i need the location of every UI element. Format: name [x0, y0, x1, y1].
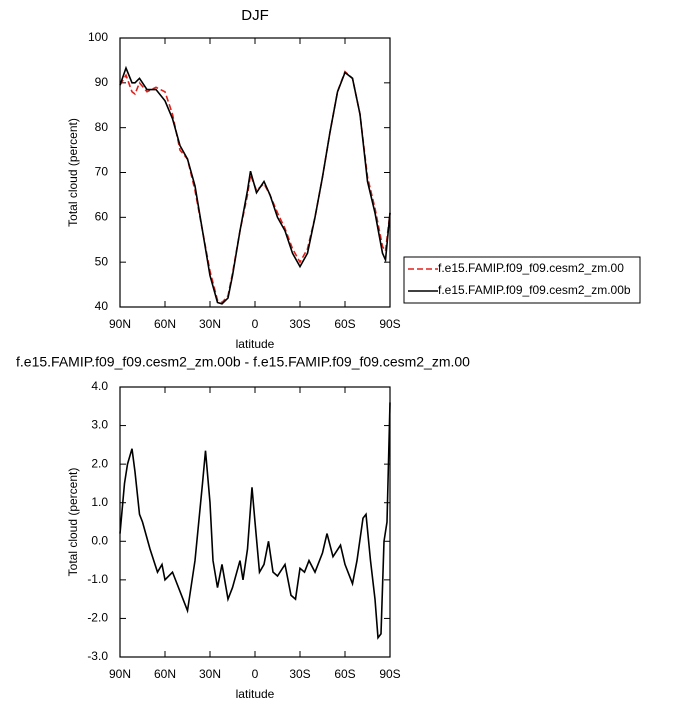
y-tick-label: 50 — [95, 254, 109, 268]
y-tick-label: 2.0 — [91, 456, 108, 470]
y-tick-label: 3.0 — [91, 418, 108, 432]
x-tick-label: 30S — [289, 317, 310, 331]
plot-frame — [119, 386, 391, 658]
x-tick-label: 90S — [379, 317, 400, 331]
x-tick-label: 0 — [252, 667, 259, 681]
x-axis-label: latitude — [236, 687, 275, 701]
y-tick-label: 100 — [88, 30, 108, 44]
x-tick-label: 30N — [199, 317, 221, 331]
y-tick-label: 80 — [95, 120, 109, 134]
legend-label: f.e15.FAMIP.f09_f09.cesm2_zm.00 — [438, 261, 624, 275]
y-axis-label: Total cloud (percent) — [66, 118, 80, 227]
y-tick-label: 40 — [95, 299, 109, 313]
y-tick-label: 60 — [95, 210, 109, 224]
y-tick-label: -2.0 — [87, 611, 108, 625]
y-tick-label: -3.0 — [87, 649, 108, 663]
x-tick-label: 30N — [199, 667, 221, 681]
y-tick-label: -1.0 — [87, 572, 108, 586]
x-tick-label: 60S — [334, 667, 355, 681]
x-tick-label: 60S — [334, 317, 355, 331]
data-line — [119, 65, 391, 305]
data-line — [119, 402, 391, 640]
x-tick-label: 90S — [379, 667, 400, 681]
x-axis-label: latitude — [236, 337, 275, 351]
chart-title: DJF — [241, 7, 269, 24]
legend-box — [403, 256, 641, 304]
y-tick-label: 1.0 — [91, 495, 108, 509]
x-tick-label: 90N — [109, 667, 131, 681]
plot-frame — [119, 37, 391, 308]
legend-label: f.e15.FAMIP.f09_f09.cesm2_zm.00b — [438, 283, 631, 297]
y-axis-label: Total cloud (percent) — [66, 468, 80, 577]
x-tick-label: 30S — [289, 667, 310, 681]
x-tick-label: 60N — [154, 317, 176, 331]
y-tick-label: 4.0 — [91, 379, 108, 393]
y-tick-label: 70 — [95, 165, 109, 179]
x-tick-label: 90N — [109, 317, 131, 331]
y-tick-label: 0.0 — [91, 533, 108, 547]
x-tick-label: 60N — [154, 667, 176, 681]
y-tick-label: 90 — [95, 75, 109, 89]
x-tick-label: 0 — [252, 317, 259, 331]
chart-title: f.e15.FAMIP.f09_f09.cesm2_zm.00b - f.e15… — [16, 354, 470, 370]
